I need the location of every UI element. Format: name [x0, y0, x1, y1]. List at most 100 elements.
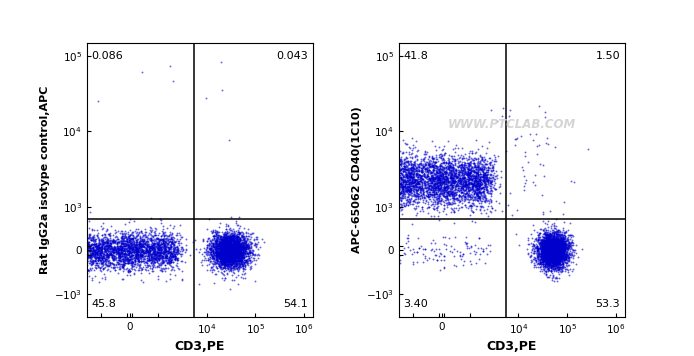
Point: [544, 262, 555, 268]
Point: [224, 236, 235, 242]
Point: [236, 257, 247, 262]
Point: [549, 255, 560, 260]
Point: [548, 253, 559, 259]
Point: [556, 245, 567, 251]
Point: [480, 165, 491, 171]
Point: [225, 252, 236, 258]
Point: [448, 190, 459, 196]
Point: [130, 242, 141, 248]
Point: [164, 249, 175, 255]
Point: [477, 156, 488, 161]
Point: [389, 178, 400, 183]
Point: [237, 255, 248, 261]
Point: [451, 174, 462, 180]
Point: [214, 220, 226, 226]
Point: [407, 176, 418, 181]
Point: [563, 269, 574, 275]
Point: [470, 175, 481, 180]
Point: [477, 169, 488, 174]
Point: [80, 246, 91, 252]
Point: [139, 241, 151, 247]
Point: [430, 252, 441, 257]
Point: [536, 250, 547, 256]
Point: [416, 182, 428, 187]
Point: [420, 175, 431, 181]
Point: [484, 242, 496, 247]
Point: [230, 252, 241, 258]
Point: [452, 169, 464, 174]
Point: [450, 178, 461, 184]
Point: [418, 180, 430, 186]
Point: [416, 179, 428, 184]
Point: [548, 247, 559, 252]
Point: [222, 257, 233, 262]
Point: [393, 163, 404, 168]
Point: [221, 252, 232, 257]
Point: [403, 245, 414, 250]
Point: [127, 229, 138, 235]
Point: [107, 239, 118, 244]
Point: [104, 250, 115, 256]
Point: [541, 244, 552, 250]
Point: [122, 239, 133, 245]
Point: [473, 186, 484, 192]
Point: [229, 242, 240, 247]
Point: [545, 242, 556, 248]
Point: [472, 195, 483, 201]
Point: [222, 237, 233, 243]
Point: [550, 244, 561, 249]
Point: [398, 187, 409, 192]
Point: [228, 257, 239, 263]
Point: [118, 262, 129, 268]
Point: [133, 251, 144, 257]
Point: [548, 254, 559, 260]
Point: [235, 246, 246, 252]
Point: [124, 255, 135, 260]
Point: [208, 244, 219, 249]
Point: [541, 247, 552, 252]
Point: [230, 252, 241, 257]
Point: [467, 175, 478, 180]
Point: [549, 255, 560, 260]
Point: [412, 194, 423, 200]
Point: [558, 256, 569, 262]
Point: [212, 234, 223, 240]
Point: [544, 244, 555, 249]
Point: [127, 245, 138, 251]
Point: [212, 248, 223, 254]
Point: [231, 242, 242, 248]
Point: [92, 254, 103, 260]
Point: [441, 174, 452, 180]
Point: [157, 236, 168, 242]
Point: [547, 242, 558, 248]
Point: [545, 242, 557, 247]
Point: [108, 249, 119, 255]
Point: [541, 239, 552, 245]
Point: [562, 258, 573, 263]
Point: [485, 188, 496, 193]
Point: [471, 182, 482, 188]
Point: [105, 252, 116, 258]
Point: [112, 247, 124, 252]
Point: [241, 238, 252, 244]
Point: [536, 256, 548, 262]
Point: [110, 240, 121, 246]
Point: [446, 170, 457, 176]
Point: [223, 137, 235, 142]
Point: [393, 167, 405, 172]
Point: [541, 242, 552, 247]
Point: [224, 247, 235, 252]
Point: [237, 231, 248, 236]
Point: [441, 159, 452, 165]
Point: [539, 253, 550, 258]
Point: [386, 188, 397, 194]
Point: [550, 243, 561, 249]
Point: [128, 270, 139, 276]
Point: [117, 263, 128, 269]
Point: [397, 181, 408, 187]
Point: [561, 257, 573, 262]
Point: [217, 244, 228, 249]
Point: [551, 239, 562, 245]
Point: [230, 245, 241, 251]
Point: [539, 245, 550, 250]
